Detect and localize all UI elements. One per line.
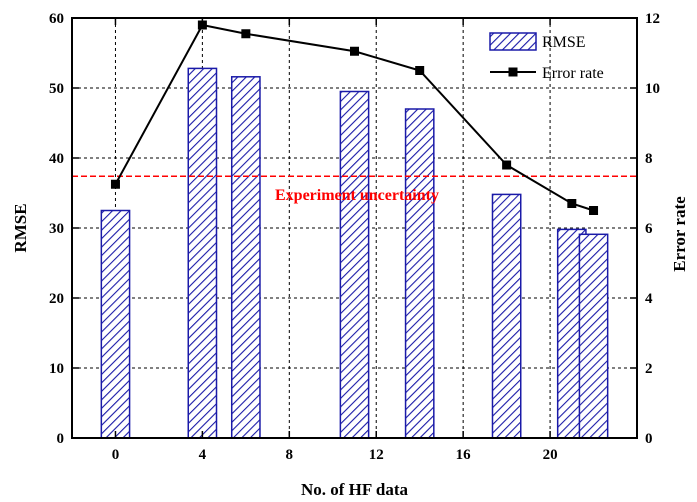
y-tick-label: 10 [49,361,64,377]
y2-tick-label: 10 [645,81,660,97]
error-rate-marker [502,160,512,170]
y-axis-title: RMSE [11,203,30,252]
x-tick-label: 4 [199,447,207,463]
y-tick-label: 50 [49,81,64,97]
y2-tick-label: 12 [645,11,660,27]
y-tick-label: 0 [57,431,65,447]
x-tick-label: 0 [112,447,120,463]
bar-rmse [404,108,435,439]
legend-error-rate-label: Error rate [542,65,604,82]
error-rate-line [114,23,594,212]
y-tick-label: 40 [49,151,64,167]
error-rate-marker [241,29,251,39]
reference-line-label: Experiment uncertainty [275,187,439,204]
error-rate-marker [350,46,359,56]
legend-rmse-label: RMSE [542,34,586,51]
y2-tick-label: 6 [645,221,653,237]
x-tick-label: 16 [456,447,472,463]
bar-rmse [230,76,261,439]
error-rate-marker [589,206,599,215]
bar-rmse [491,193,522,439]
y-tick-label: 30 [49,221,64,237]
error-rate-marker [415,66,425,75]
y2-axis-title: Error rate [670,196,689,272]
x-tick-label: 12 [369,447,384,463]
y2-tick-label: 0 [645,431,653,447]
y-tick-label: 60 [49,11,64,27]
axis-ticks: 0 4 8 12 16 20 0 10 20 30 40 50 60 0 2 4 6 8 10 12 [49,11,660,463]
line-series-error-rate [110,20,599,215]
error-rate-marker [567,199,577,208]
error-rate-marker [110,179,120,189]
y-tick-label: 20 [49,291,64,307]
legend-rmse-swatch [489,32,537,51]
x-axis-title: No. of HF data [301,480,409,499]
bar-rmse [339,90,370,439]
bar-rmse [578,233,609,439]
legend: RMSE Error rate [489,32,604,82]
y2-tick-label: 8 [645,151,653,167]
bar-rmse [100,209,131,439]
x-tick-label: 20 [543,447,558,463]
bar-rmse [187,67,218,439]
x-tick-label: 8 [286,447,294,463]
y2-tick-label: 2 [645,361,653,377]
legend-error-rate-marker [508,67,518,77]
y2-tick-label: 4 [645,291,653,307]
bar-series-rmse [100,67,609,439]
